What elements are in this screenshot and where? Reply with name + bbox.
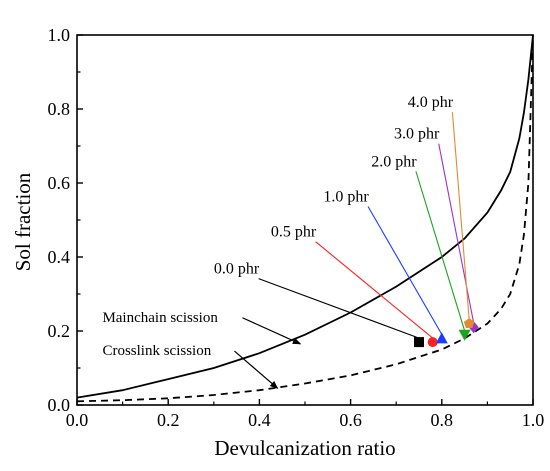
phr-label: 0.5 phr [271,224,317,241]
x-tick-label: 0.6 [339,410,362,430]
y-tick-label: 0.2 [48,321,71,341]
y-tick-label: 0.4 [48,247,71,267]
circle-marker [427,337,438,348]
y-axis-title: Sol fraction [11,172,35,271]
square-marker [414,337,424,348]
triangle-up-marker [435,332,448,344]
y-tick-label: 0.8 [48,99,71,119]
annotation-leader-line [258,278,420,339]
phr-label: 4.0 phr [408,94,454,111]
phr-label: 0.0 phr [214,261,260,278]
annotation-leader-line [367,206,443,335]
annotation-leader-line [438,143,475,324]
curve-annotation-arrow [234,350,279,389]
crosslink-scission-curve [76,34,534,403]
phr-label: 2.0 phr [371,153,417,170]
annotation-leader-line [315,241,434,339]
phr-label: 3.0 phr [394,126,440,143]
x-tick-label: 0.2 [157,410,180,430]
x-tick-label: 0.4 [248,410,271,430]
y-tick-label: 0.6 [48,173,71,193]
annotation-leader-line [415,171,466,331]
y-tick-label: 0.0 [48,395,71,415]
y-tick-label: 1.0 [48,25,71,45]
x-tick-label: 0.8 [431,410,454,430]
x-tick-label: 0.0 [66,410,89,430]
pentagon-marker [463,318,475,328]
x-axis-title: Devulcanization ratio [214,436,395,460]
x-tick-label: 1.0 [522,410,545,430]
mainchain-scission-label: Mainchain scission [102,310,218,326]
crosslink-scission-label: Crosslink scission [102,343,211,359]
curve-annotation-arrow [242,317,302,345]
triangle-down-marker [458,329,471,341]
phr-label: 1.0 phr [323,189,369,206]
annotation-leader-line [451,112,470,320]
